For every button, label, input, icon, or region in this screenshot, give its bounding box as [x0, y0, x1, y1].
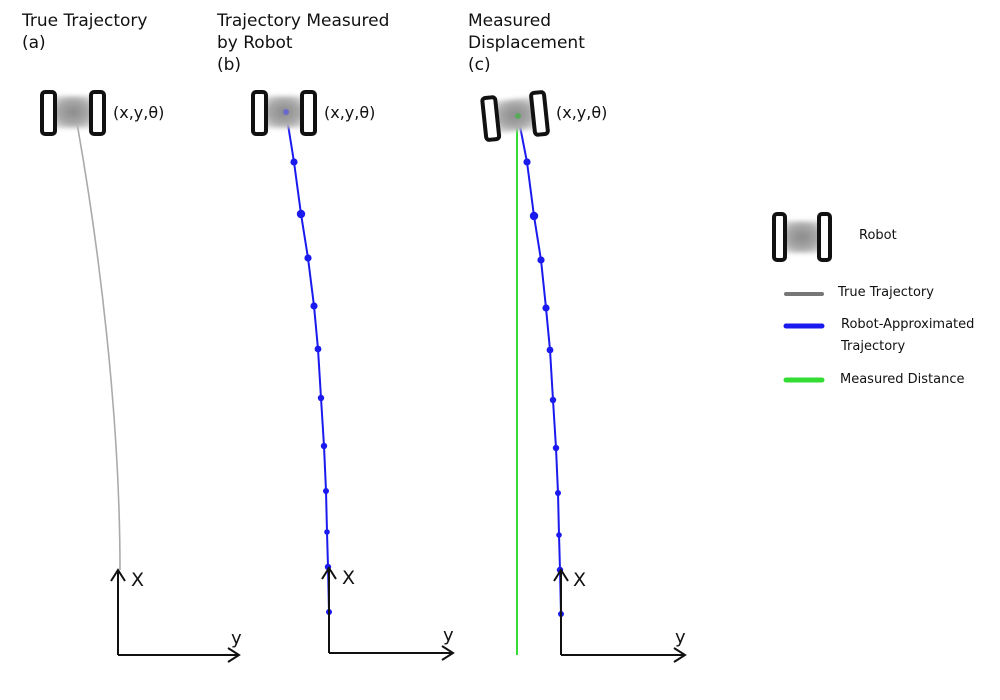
legend-approx-trajectory-label: Robot-Approximated Trajectory: [841, 316, 974, 356]
panel-a: (x,y,θ) X y: [40, 90, 242, 663]
trajectory-point: [555, 490, 561, 496]
trajectory-point: [317, 394, 325, 402]
panel-a-axis-x-label: X: [131, 569, 144, 591]
legend-measured-distance-label: Measured Distance: [840, 372, 965, 387]
panel-b-title: Trajectory Measured by Robot (b): [217, 10, 389, 76]
robot-center-point: [515, 113, 521, 119]
approx-trajectory-line: [285, 111, 330, 652]
panel-c-axis-x-label: X: [573, 569, 586, 591]
legend-robot-icon: [772, 212, 832, 262]
panel-c-sub-label: (c): [468, 55, 491, 75]
panel-b-pose-label: (x,y,θ): [324, 103, 375, 122]
panel-c-title-line2: Displacement: [468, 33, 585, 53]
trajectory-point: [324, 529, 330, 535]
panel-b-axis-x-label: X: [342, 567, 355, 589]
panel-c: (x,y,θ) X y: [480, 90, 687, 663]
trajectory-point: [549, 396, 557, 404]
panel-a-title: True Trajectory (a): [22, 10, 147, 54]
legend: [772, 212, 832, 383]
panel-b: (x,y,θ) X y: [251, 90, 455, 661]
trajectory-point: [310, 302, 318, 310]
trajectory-point: [323, 488, 329, 494]
trajectory-point: [556, 532, 562, 538]
legend-approx-line1: Robot-Approximated: [841, 317, 975, 332]
panel-c-title: Measured Displacement (c): [468, 10, 585, 76]
panel-a-axis-icon: [110, 568, 241, 663]
approx-trajectory-line: [517, 115, 562, 655]
panel-c-title-line1: Measured: [468, 11, 552, 31]
panel-b-title-line2: by Robot: [217, 33, 293, 53]
trajectory-point: [290, 158, 298, 166]
robot-center-point: [283, 109, 289, 115]
trajectory-point: [523, 158, 531, 166]
trajectory-point: [320, 442, 328, 450]
panel-b-axis-y-label: y: [443, 625, 454, 646]
legend-true-trajectory-label: True Trajectory: [838, 285, 934, 300]
approx-trajectory-points: [523, 158, 564, 617]
robot-icon: [480, 90, 550, 142]
trajectory-point: [314, 345, 322, 353]
trajectory-point: [552, 444, 560, 452]
panel-c-axis-icon: [553, 568, 687, 663]
approx-trajectory-points: [290, 158, 332, 615]
panel-b-sub-label: (b): [217, 55, 242, 75]
trajectory-point: [296, 209, 306, 219]
panel-a-sub-label: (a): [22, 33, 46, 53]
legend-robot-label: Robot: [859, 228, 897, 243]
panel-b-title-line1: Trajectory Measured: [217, 11, 390, 31]
trajectory-point: [542, 304, 550, 312]
panel-c-axis-y-label: y: [675, 627, 686, 648]
panel-c-pose-label: (x,y,θ): [556, 103, 607, 122]
legend-approx-line2: Trajectory: [841, 339, 906, 354]
robot-icon: [40, 90, 106, 136]
panel-b-axis-icon: [321, 566, 455, 661]
true-trajectory-line: [74, 111, 121, 571]
trajectory-point: [546, 346, 554, 354]
trajectory-point: [537, 256, 545, 264]
trajectory-point: [529, 211, 539, 221]
panel-a-axis-y-label: y: [231, 628, 242, 649]
trajectory-point: [304, 254, 312, 262]
panel-a-pose-label: (x,y,θ): [113, 103, 164, 122]
panel-a-title-line1: True Trajectory: [22, 11, 148, 31]
